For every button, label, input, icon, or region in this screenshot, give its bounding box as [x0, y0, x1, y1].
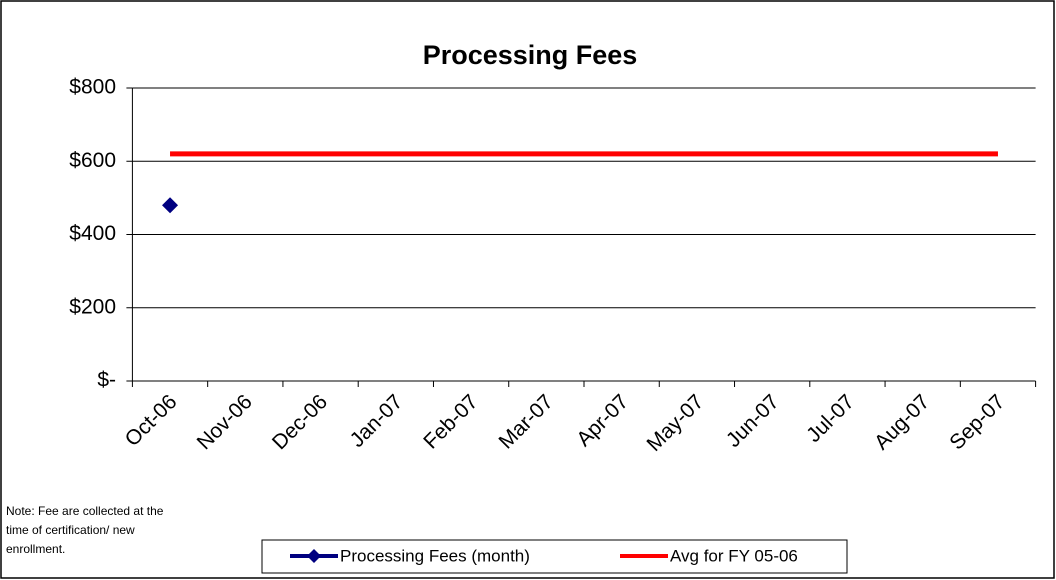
point-marker: [162, 197, 179, 214]
note: enrollment.: [6, 542, 65, 556]
legend-label: Avg for FY 05-06: [670, 546, 798, 565]
y-tick-label: $200: [69, 295, 116, 318]
y-tick-label: $-: [97, 369, 116, 392]
legend-marker: [307, 549, 321, 563]
y-tick-label: $600: [69, 149, 116, 172]
y-tick-label: $400: [69, 222, 116, 245]
note: time of certification/ new: [6, 523, 135, 537]
legend-box: [261, 539, 848, 574]
note: Note: Fee are collected at the: [6, 504, 164, 518]
legend-label: Processing Fees (month): [340, 546, 530, 565]
y-tick-label: $800: [69, 76, 116, 99]
chart-title: Processing Fees: [423, 40, 638, 70]
